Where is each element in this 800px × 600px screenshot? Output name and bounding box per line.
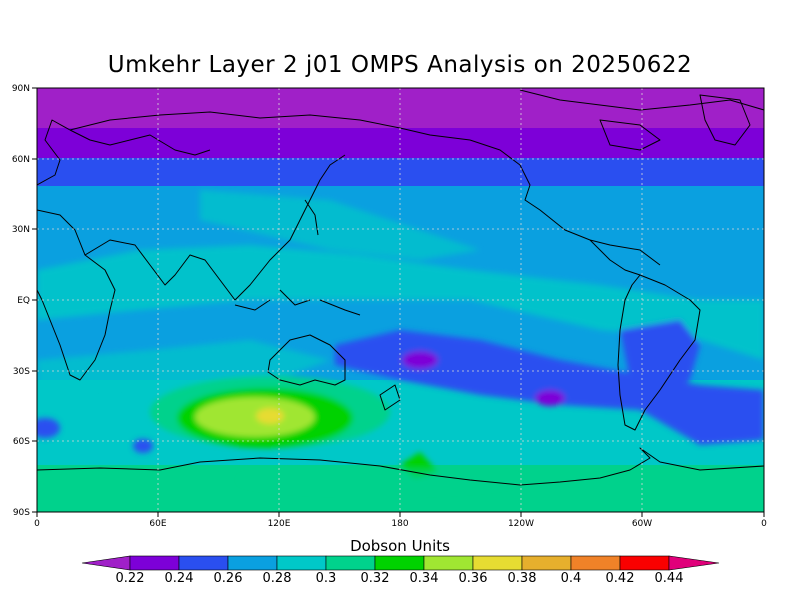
colorbar-label: 0.3 (315, 571, 337, 586)
colorbar-arrow-low (81, 555, 131, 571)
colorbar-label: 0.42 (605, 571, 635, 586)
colorbar-label: 0.26 (213, 571, 243, 586)
graticule (37, 88, 764, 512)
colorbar-swatch (472, 555, 523, 571)
colorbar-label: 0.38 (507, 571, 537, 586)
lat-label: 90N (12, 84, 30, 94)
colorbar-swatch (423, 555, 474, 571)
colorbar-swatch (374, 555, 425, 571)
colorbar-swatch (619, 555, 670, 571)
colorbar-label: 0.4 (560, 571, 582, 586)
lat-label: 60S (13, 437, 30, 447)
map-title: Umkehr Layer 2 j01 OMPS Analysis on 2025… (107, 52, 693, 78)
lon-labels: 0 60E 120E 180 120W 60W 0 (34, 519, 767, 529)
lat-label: EQ (17, 296, 30, 306)
colorbar (81, 555, 720, 571)
ticks (32, 87, 765, 517)
colorbar-swatch (276, 555, 327, 571)
colorbar-label: 0.36 (458, 571, 488, 586)
colorbar-swatch (178, 555, 229, 571)
colorbar-label: 0.32 (360, 571, 390, 586)
lon-label: 180 (391, 519, 408, 529)
colorbar-label: 0.34 (409, 571, 439, 586)
lon-label: 60W (632, 519, 652, 529)
lat-label: 90S (13, 508, 30, 518)
lon-label: 0 (761, 519, 767, 529)
lon-label: 120E (268, 519, 291, 529)
ozone-field (37, 88, 764, 512)
lon-label: 60E (149, 519, 166, 529)
lat-label: 30S (13, 367, 30, 377)
colorbar-swatch (521, 555, 572, 571)
colorbar-arrow-high (668, 555, 720, 571)
lat-label: 60N (12, 155, 30, 165)
colorbar-swatch (129, 555, 180, 571)
colorbar-swatch (570, 555, 621, 571)
colorbar-label: 0.28 (262, 571, 292, 586)
colorbar-swatch (227, 555, 278, 571)
lon-label: 0 (34, 519, 40, 529)
coastlines (37, 89, 764, 486)
colorbar-label: 0.44 (654, 571, 684, 586)
colorbar-swatch (325, 555, 376, 571)
lat-label: 30N (12, 225, 30, 235)
colorbar-label: 0.24 (164, 571, 194, 586)
colorbar-title: Dobson Units (350, 537, 450, 555)
lon-label: 120W (508, 519, 534, 529)
lat-labels: 90N 60N 30N EQ 30S 60S 90S (12, 84, 30, 518)
colorbar-label: 0.22 (115, 571, 145, 586)
